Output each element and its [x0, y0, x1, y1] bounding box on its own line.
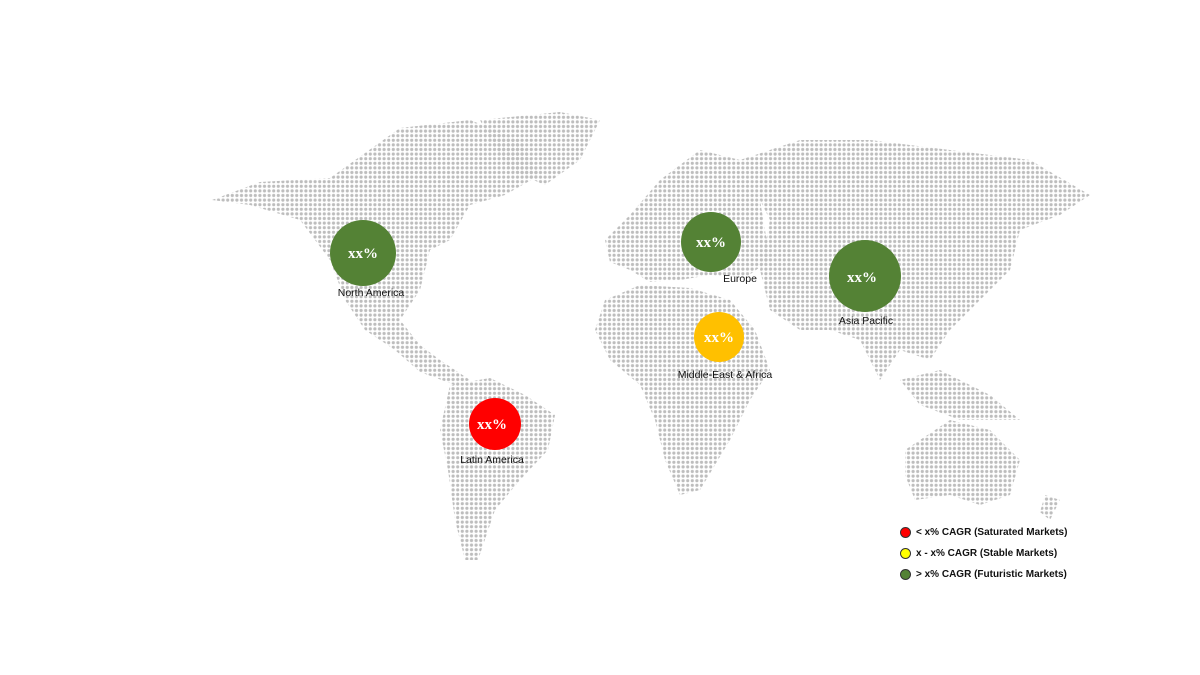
region-bubble[interactable]	[681, 212, 741, 272]
yellow-dot-icon	[900, 548, 911, 559]
region-bubble[interactable]	[330, 220, 396, 286]
landmass-greenland	[480, 112, 600, 185]
legend-item-saturated: < x% CAGR (Saturated Markets)	[900, 522, 1067, 543]
region-north-america[interactable]: xx% North America	[330, 220, 404, 299]
region-middle-east-africa[interactable]: xx% Middle-East & Africa	[678, 312, 773, 381]
region-bubble[interactable]	[469, 398, 521, 450]
region-asia-pacific[interactable]: xx% Asia Pacific	[829, 240, 901, 327]
legend-label: > x% CAGR (Futuristic Markets)	[916, 569, 1067, 580]
region-value: xx%	[477, 417, 507, 433]
region-label: North America	[338, 287, 405, 299]
legend-item-futuristic: > x% CAGR (Futuristic Markets)	[900, 564, 1067, 585]
region-latin-america[interactable]: xx% Latin America	[460, 398, 524, 466]
landmass-asia	[740, 140, 1090, 380]
landmass-africa	[595, 285, 770, 495]
region-label: Latin America	[460, 454, 524, 466]
region-label: Europe	[723, 273, 757, 285]
region-label: Middle-East & Africa	[678, 369, 773, 381]
legend-item-stable: x - x% CAGR (Stable Markets)	[900, 543, 1067, 564]
red-dot-icon	[900, 527, 911, 538]
legend-label: x - x% CAGR (Stable Markets)	[916, 548, 1058, 559]
region-value: xx%	[704, 330, 734, 346]
region-value: xx%	[847, 270, 877, 286]
legend-label: < x% CAGR (Saturated Markets)	[916, 527, 1068, 538]
legend: < x% CAGR (Saturated Markets) x - x% CAG…	[900, 522, 1067, 585]
region-bubble[interactable]	[694, 312, 744, 362]
region-value: xx%	[348, 246, 378, 262]
region-label: Asia Pacific	[839, 315, 893, 327]
green-dot-icon	[900, 569, 911, 580]
landmass-south-america	[440, 378, 555, 560]
region-value: xx%	[696, 235, 726, 251]
landmass-southeast-asia	[900, 370, 1020, 420]
region-bubble[interactable]	[829, 240, 901, 312]
landmass-new-zealand	[1040, 495, 1060, 520]
region-europe[interactable]: xx% Europe	[681, 212, 757, 285]
landmass-australia	[905, 420, 1020, 505]
